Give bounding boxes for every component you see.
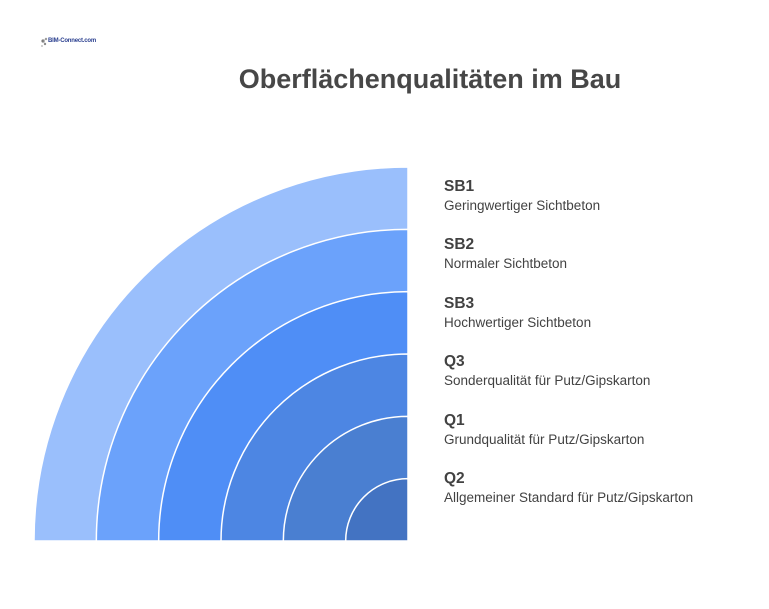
level-item: Q3 Sonderqualität für Putz/Gipskarton — [444, 353, 764, 390]
level-name: Q2 — [444, 470, 465, 487]
level-description: Grundqualität für Putz/Gipskarton — [444, 432, 645, 447]
level-item: Q2 Allgemeiner Standard für Putz/Gipskar… — [444, 470, 764, 507]
level-description: Geringwertiger Sichtbeton — [444, 198, 601, 213]
logo-text: BIM-Connect.com — [48, 38, 97, 44]
level-description: Allgemeiner Standard für Putz/Gipskarton — [444, 490, 694, 505]
level-name: Q3 — [444, 353, 465, 370]
level-item: SB2 Normaler Sichtbeton — [444, 236, 764, 273]
level-item: SB1 Geringwertiger Sichtbeton — [444, 178, 764, 215]
level-description: Hochwertiger Sichtbeton — [444, 315, 592, 330]
level-description: Sonderqualität für Putz/Gipskarton — [444, 373, 651, 388]
ring-q2 — [344, 477, 409, 542]
level-description: Normaler Sichtbeton — [444, 256, 568, 271]
page-title: Oberflächenqualitäten im Bau — [238, 64, 622, 94]
level-name: SB1 — [444, 178, 475, 195]
logo — [41, 37, 48, 47]
level-name: SB2 — [444, 236, 475, 253]
level-name: SB3 — [444, 295, 475, 312]
level-item: SB3 Hochwertiger Sichtbeton — [444, 295, 764, 332]
level-item: Q1 Grundqualität für Putz/Gipskarton — [444, 412, 764, 449]
level-name: Q1 — [444, 412, 465, 429]
